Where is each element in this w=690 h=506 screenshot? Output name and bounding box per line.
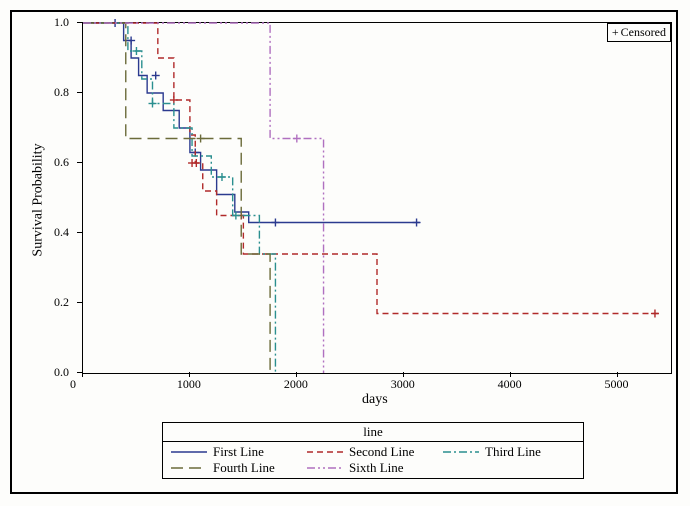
y-tick-label: 0.6	[54, 155, 69, 170]
series-line	[83, 23, 324, 373]
censored-marker	[218, 173, 226, 181]
y-tick-label: 0.0	[54, 365, 69, 380]
y-tick-label: 0.8	[54, 85, 69, 100]
x-tick-label: 3000	[391, 377, 415, 392]
legend-item: Third Line	[441, 444, 577, 460]
censored-marker	[413, 219, 421, 227]
chart-frame: Survival Probability + Censored 0.0 0.2 0.…	[10, 10, 678, 494]
censored-marker	[271, 219, 279, 227]
censored-marker	[192, 159, 200, 167]
series-line	[83, 23, 275, 373]
legend-swatch	[169, 461, 209, 475]
series-line	[83, 23, 420, 223]
y-axis-label: Survival Probability	[31, 143, 47, 256]
censored-label: Censored	[621, 25, 666, 40]
legend-label: Second Line	[349, 444, 414, 460]
censored-marker	[132, 47, 140, 55]
censored-marker	[197, 135, 205, 143]
x-tick-label: 4000	[498, 377, 522, 392]
censored-legend: + Censored	[607, 23, 671, 42]
legend-item: Sixth Line	[305, 460, 441, 476]
censored-marker	[293, 135, 301, 143]
legend-swatch	[305, 461, 345, 475]
legend-label: Sixth Line	[349, 460, 404, 476]
legend-item: Fourth Line	[169, 460, 305, 476]
legend-item: Second Line	[305, 444, 441, 460]
legend-swatch	[305, 445, 345, 459]
censored-marker	[152, 72, 160, 80]
legend-swatch	[441, 445, 481, 459]
legend: line First Line Second Line Third Line Four…	[162, 422, 584, 479]
plot-area: + Censored	[82, 22, 672, 374]
legend-label: First Line	[213, 444, 264, 460]
x-tick-label: 1000	[177, 377, 201, 392]
y-tick-label: 0.2	[54, 295, 69, 310]
legend-title: line	[163, 423, 583, 442]
censored-symbol: +	[612, 25, 619, 40]
legend-item: First Line	[169, 444, 305, 460]
legend-label: Third Line	[485, 444, 541, 460]
series-line	[83, 23, 270, 373]
censored-marker	[148, 100, 156, 108]
x-tick-label: 2000	[284, 377, 308, 392]
x-tick-label: 5000	[605, 377, 629, 392]
series-line	[83, 23, 660, 314]
legend-swatch	[169, 445, 209, 459]
y-tick-label: 1.0	[54, 15, 69, 30]
y-tick-label: 0.4	[54, 225, 69, 240]
censored-marker	[651, 310, 659, 318]
x-axis-label: days	[362, 392, 388, 408]
x-tick-label: 0	[70, 377, 76, 392]
legend-label: Fourth Line	[213, 460, 275, 476]
